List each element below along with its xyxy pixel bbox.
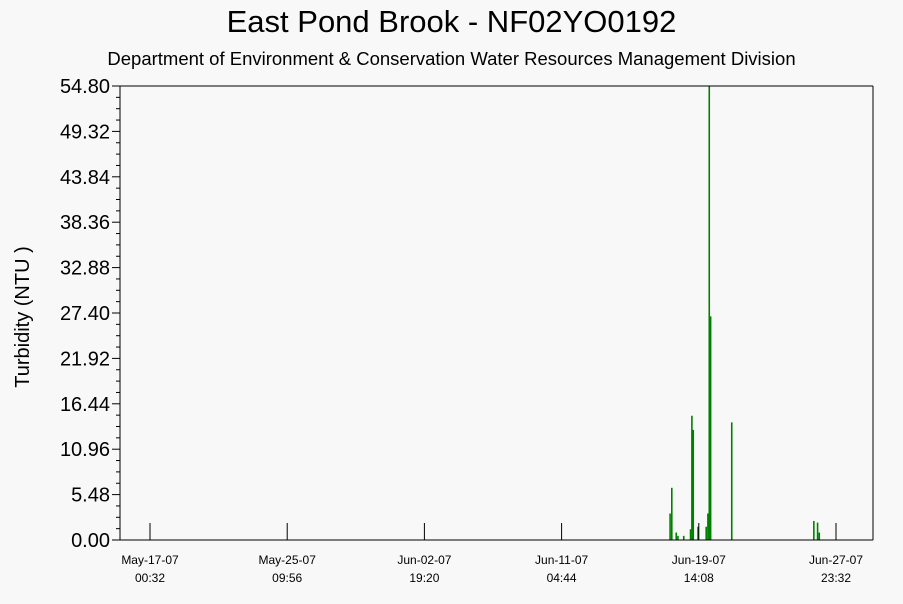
x-tick-time: 14:08 [684, 571, 714, 585]
y-tick-label: 43.84 [60, 167, 110, 189]
x-tick-time: 04:44 [547, 571, 577, 585]
x-tick-date: Jun-11-07 [535, 553, 588, 567]
x-tick-time: 00:32 [135, 571, 165, 585]
y-tick-label: 21.92 [60, 348, 110, 370]
y-axis-title: Turbidity (NTU ) [12, 246, 34, 387]
x-tick-time: 09:56 [272, 571, 302, 585]
y-tick-label: 27.40 [60, 303, 110, 325]
x-tick-date: Jun-27-07 [809, 553, 863, 567]
x-tick-date: Jun-19-07 [672, 553, 726, 567]
y-tick-label: 38.36 [60, 212, 110, 234]
axes [119, 85, 874, 541]
x-tick-date: May-25-07 [259, 553, 317, 567]
x-tick-date: May-17-07 [121, 553, 179, 567]
x-tick-date: Jun-02-07 [397, 553, 451, 567]
chart-title: East Pond Brook - NF02YO0192 [226, 4, 677, 39]
chart-subtitle: Department of Environment & Conservation… [107, 48, 796, 69]
x-tick-time: 19:20 [409, 571, 439, 585]
y-tick-label: 0.00 [71, 530, 110, 552]
y-tick-label: 16.44 [60, 394, 110, 416]
y-axis: 0.00 5.48 10.96 16.44 21.92 27.40 32.88 38.36 43… [60, 76, 120, 552]
y-tick-label: 10.96 [60, 439, 110, 461]
y-tick-label: 49.32 [60, 121, 110, 143]
data-series [669, 86, 821, 540]
y-tick-label: 5.48 [71, 485, 110, 507]
x-tick-time: 23:32 [821, 571, 851, 585]
y-tick-label: 32.88 [60, 258, 110, 280]
x-axis: May-17-07 00:32 May-25-07 09:56 Jun-02-07 19:… [121, 523, 863, 585]
y-tick-label: 54.80 [60, 76, 110, 98]
